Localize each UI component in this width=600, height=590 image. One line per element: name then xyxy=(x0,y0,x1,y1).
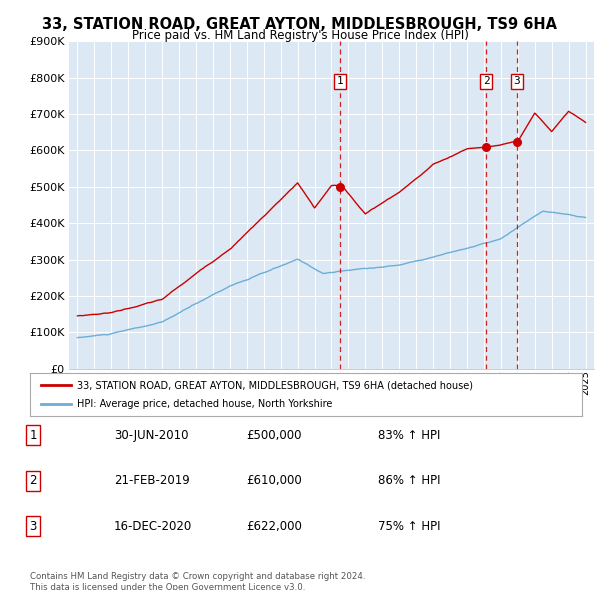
Text: 1: 1 xyxy=(29,429,37,442)
Text: 3: 3 xyxy=(514,76,520,86)
Text: 83% ↑ HPI: 83% ↑ HPI xyxy=(378,429,440,442)
Text: 33, STATION ROAD, GREAT AYTON, MIDDLESBROUGH, TS9 6HA: 33, STATION ROAD, GREAT AYTON, MIDDLESBR… xyxy=(43,17,557,31)
Text: £610,000: £610,000 xyxy=(246,474,302,487)
Text: Contains HM Land Registry data © Crown copyright and database right 2024.
This d: Contains HM Land Registry data © Crown c… xyxy=(30,572,365,590)
Text: 3: 3 xyxy=(29,520,37,533)
Text: HPI: Average price, detached house, North Yorkshire: HPI: Average price, detached house, Nort… xyxy=(77,399,332,409)
Text: 2: 2 xyxy=(482,76,490,86)
Text: £622,000: £622,000 xyxy=(246,520,302,533)
Text: Price paid vs. HM Land Registry's House Price Index (HPI): Price paid vs. HM Land Registry's House … xyxy=(131,30,469,42)
Text: 21-FEB-2019: 21-FEB-2019 xyxy=(114,474,190,487)
Text: 2: 2 xyxy=(29,474,37,487)
Text: 1: 1 xyxy=(337,76,343,86)
Text: £500,000: £500,000 xyxy=(246,429,302,442)
Text: 30-JUN-2010: 30-JUN-2010 xyxy=(114,429,188,442)
Text: 75% ↑ HPI: 75% ↑ HPI xyxy=(378,520,440,533)
Text: 86% ↑ HPI: 86% ↑ HPI xyxy=(378,474,440,487)
Text: 16-DEC-2020: 16-DEC-2020 xyxy=(114,520,192,533)
Text: 33, STATION ROAD, GREAT AYTON, MIDDLESBROUGH, TS9 6HA (detached house): 33, STATION ROAD, GREAT AYTON, MIDDLESBR… xyxy=(77,381,473,391)
